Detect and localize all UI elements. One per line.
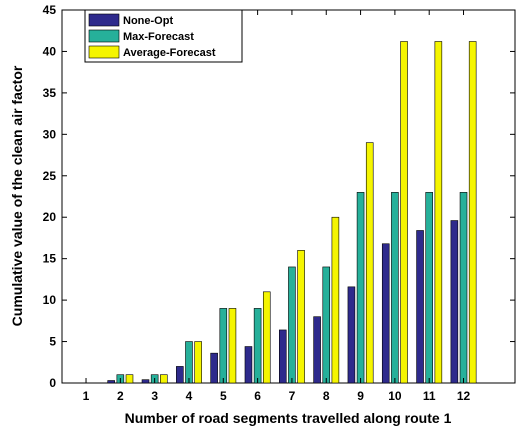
bar-average-forecast-4 [194,341,202,384]
x-tick-label: 5 [220,389,227,403]
x-tick-label: 4 [186,389,193,403]
y-axis: 0 5 10 15 20 25 30 35 40 45 [43,3,515,390]
y-tick-label: 5 [49,335,56,349]
x-tick-label: 1 [83,389,90,403]
y-tick-label: 40 [43,44,57,58]
x-axis: 1 2 3 4 5 6 7 8 9 10 11 12 [83,10,471,403]
bar-average-forecast-8 [331,216,340,384]
bar-none-opt-2 [107,380,115,384]
bar-average-forecast-10 [400,41,408,384]
bar-max-forecast-7 [288,266,296,384]
y-tick-label: 15 [43,252,57,266]
bar-none-opt-4 [176,366,184,384]
bar-average-forecast-7 [297,250,305,384]
bar-max-forecast-10 [391,192,399,384]
x-tick-label: 8 [323,389,330,403]
x-tick-label: 11 [423,389,436,403]
bar-max-forecast-6 [253,308,262,384]
legend: None-Opt Max-Forecast Average-Forecast [84,9,243,63]
bar-max-forecast-5 [219,308,228,384]
legend-label: None-Opt [123,15,173,27]
y-tick-label: 20 [43,210,57,224]
legend-label: Average-Forecast [123,47,216,59]
y-tick-label: 30 [43,127,57,141]
y-axis-title: Cumulative value of the clean air factor [9,65,25,326]
x-tick-label: 10 [388,389,402,403]
legend-swatch [88,45,120,59]
bar-none-opt-6 [244,346,253,384]
bar-max-forecast-12 [459,192,468,384]
y-tick-label: 0 [49,376,56,390]
bar-average-forecast-5 [228,308,237,384]
bar-none-opt-12 [450,220,459,384]
x-tick-label: 6 [254,389,261,403]
bar-average-forecast-12 [468,41,477,384]
bar-max-forecast-9 [356,192,365,384]
y-tick-label: 10 [43,293,57,307]
bar-none-opt-10 [381,243,390,384]
bar-none-opt-9 [347,286,356,384]
x-tick-label: 7 [289,389,296,403]
x-tick-label: 12 [457,389,471,403]
x-tick-label: 9 [357,389,364,403]
x-axis-title: Number of road segments travelled along … [125,410,452,426]
legend-swatch [88,13,120,27]
bar-none-opt-3 [141,379,150,384]
bar-none-opt-7 [279,329,287,384]
bar-average-forecast-6 [262,291,271,384]
bar-max-forecast-11 [425,192,433,384]
bar-max-forecast-8 [322,266,331,384]
legend-label: Max-Forecast [123,31,194,43]
legend-swatch [88,29,120,43]
bar-none-opt-8 [313,316,321,384]
bar-none-opt-5 [210,352,218,384]
bar-max-forecast-4 [185,341,193,384]
y-tick-label: 25 [43,169,57,183]
bar-average-forecast-9 [365,142,374,384]
y-tick-label: 35 [43,86,57,100]
bar-none-opt-11 [416,230,424,384]
bar-average-forecast-2 [125,374,134,384]
bar-average-forecast-3 [160,374,168,384]
bar-average-forecast-11 [434,41,443,384]
x-tick-label: 3 [151,389,158,403]
x-tick-label: 2 [117,389,124,403]
y-tick-label: 45 [43,3,57,17]
